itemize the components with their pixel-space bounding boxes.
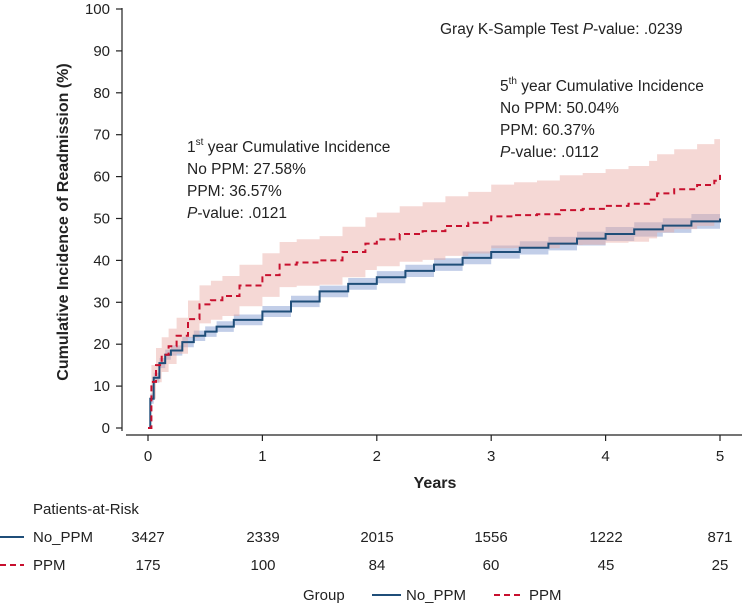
legend: Group No_PPM PPM	[303, 587, 562, 604]
y-tick-label: 50	[93, 211, 110, 228]
x-tick-label: 4	[601, 448, 609, 465]
year1-ppm: PPM: 36.57%	[187, 183, 282, 200]
risk-row-no-ppm-label: No_PPM	[33, 529, 93, 546]
y-tick-label: 80	[93, 85, 110, 102]
year5-ppm: PPM: 60.37%	[500, 122, 595, 139]
risk-value: 1556	[474, 529, 507, 546]
x-tick-label: 5	[716, 448, 724, 465]
risk-value: 2339	[246, 529, 279, 546]
x-axis-ticks: 0 1 2 3 4 5	[144, 435, 724, 465]
gray-p-value: -value: .0239	[593, 21, 683, 38]
risk-value: 2015	[360, 529, 393, 546]
year5-prefix: 5	[500, 78, 509, 95]
y-tick-label: 30	[93, 294, 110, 311]
year5-p-italic: P	[500, 144, 511, 161]
svg-text:5th year Cumulative Incidence: 5th year Cumulative Incidence	[500, 76, 704, 95]
series-lines	[148, 174, 721, 429]
y-tick-label: 70	[93, 127, 110, 144]
year5-no-ppm: No PPM: 50.04%	[500, 100, 619, 117]
risk-value: 100	[250, 557, 275, 574]
y-tick-label: 100	[85, 1, 110, 18]
y-axis-title: Cumulative Incidence of Readmission (%)	[55, 63, 72, 380]
year5-sup: th	[509, 76, 517, 87]
year1-title: year Cumulative Incidence	[203, 139, 390, 156]
year1-prefix: 1	[187, 139, 196, 156]
series-line-no-ppm	[148, 218, 721, 429]
risk-value: 45	[598, 557, 615, 574]
legend-title: Group	[303, 587, 345, 604]
year5-annotation: 5th year Cumulative Incidence No PPM: 50…	[500, 76, 704, 161]
legend-label-no-ppm: No_PPM	[406, 587, 466, 604]
year5-title: year Cumulative Incidence	[517, 78, 704, 95]
y-tick-label: 40	[93, 252, 110, 269]
risk-row-ppm: PPM 175 100 84 60 45 25	[0, 557, 728, 574]
risk-row-no-ppm-values: 3427 2339 2015 1556 1222 871	[131, 529, 732, 546]
y-axis-ticks: 0 10 20 30 40 50 60 70 80 90 100	[85, 1, 122, 437]
year5-p-value: -value: .0112	[510, 144, 598, 161]
series-band-ppm	[148, 133, 720, 428]
year1-p-value: -value: .0121	[197, 205, 287, 222]
x-tick-label: 0	[144, 448, 152, 465]
gray-p-italic: P	[583, 21, 594, 38]
x-axis-title: Years	[414, 475, 457, 492]
svg-text:P-value: .0121: P-value: .0121	[187, 205, 287, 222]
year1-annotation: 1st year Cumulative Incidence No PPM: 27…	[187, 137, 390, 222]
legend-label-ppm: PPM	[529, 587, 562, 604]
x-tick-label: 3	[487, 448, 495, 465]
y-tick-label: 0	[102, 420, 110, 437]
gray-test-label: Gray K-Sample Test	[440, 21, 583, 38]
y-tick-label: 20	[93, 336, 110, 353]
svg-text:P-value: .0112: P-value: .0112	[500, 144, 599, 161]
year1-p-italic: P	[187, 205, 198, 222]
svg-text:1st year Cumulative Incidence: 1st year Cumulative Incidence	[187, 137, 390, 156]
risk-value: 871	[707, 529, 732, 546]
risk-value: 175	[135, 557, 160, 574]
y-tick-label: 60	[93, 169, 110, 186]
risk-table-title: Patients-at-Risk	[33, 501, 139, 518]
risk-value: 25	[712, 557, 729, 574]
year1-no-ppm: No PPM: 27.58%	[187, 161, 306, 178]
risk-value: 1222	[589, 529, 622, 546]
risk-value: 60	[483, 557, 500, 574]
risk-value: 3427	[131, 529, 164, 546]
x-tick-label: 1	[258, 448, 266, 465]
year1-sup: st	[196, 137, 204, 148]
y-tick-label: 90	[93, 43, 110, 60]
y-tick-label: 10	[93, 378, 110, 395]
risk-value: 84	[369, 557, 386, 574]
risk-row-ppm-label: PPM	[33, 557, 66, 574]
risk-row-ppm-values: 175 100 84 60 45 25	[135, 557, 728, 574]
gray-test-annotation: Gray K-Sample Test P-value: .0239	[440, 21, 683, 38]
risk-row-no-ppm: No_PPM 3427 2339 2015 1556 1222 871	[0, 529, 733, 546]
x-tick-label: 2	[373, 448, 381, 465]
